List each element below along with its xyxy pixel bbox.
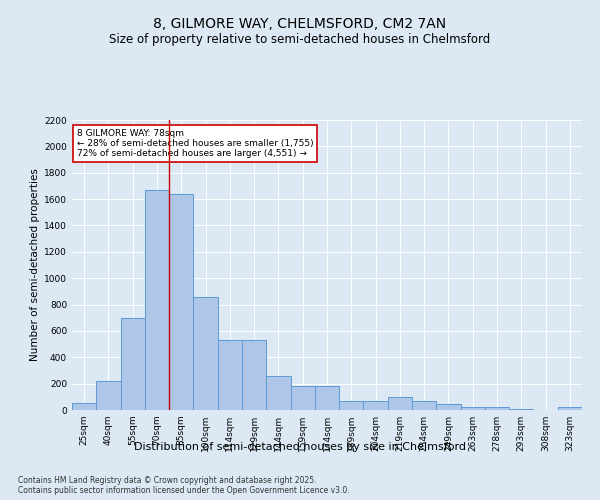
Bar [169, 194, 193, 410]
Bar [461, 408, 485, 410]
Text: Contains HM Land Registry data © Crown copyright and database right 2025.
Contai: Contains HM Land Registry data © Crown c… [18, 476, 350, 495]
Bar [193, 296, 218, 410]
Text: 8 GILMORE WAY: 78sqm
← 28% of semi-detached houses are smaller (1,755)
72% of se: 8 GILMORE WAY: 78sqm ← 28% of semi-detac… [77, 128, 314, 158]
Bar [364, 402, 388, 410]
Bar [412, 402, 436, 410]
Text: 8, GILMORE WAY, CHELMSFORD, CM2 7AN: 8, GILMORE WAY, CHELMSFORD, CM2 7AN [154, 18, 446, 32]
Bar [315, 386, 339, 410]
Bar [290, 386, 315, 410]
Bar [218, 340, 242, 410]
Bar [242, 340, 266, 410]
Bar [72, 404, 96, 410]
Bar [121, 318, 145, 410]
Bar [436, 404, 461, 410]
Bar [558, 408, 582, 410]
Bar [145, 190, 169, 410]
Bar [266, 376, 290, 410]
Bar [388, 397, 412, 410]
Bar [96, 381, 121, 410]
Text: Size of property relative to semi-detached houses in Chelmsford: Size of property relative to semi-detach… [109, 32, 491, 46]
Y-axis label: Number of semi-detached properties: Number of semi-detached properties [30, 168, 40, 362]
Text: Distribution of semi-detached houses by size in Chelmsford: Distribution of semi-detached houses by … [134, 442, 466, 452]
Bar [485, 408, 509, 410]
Bar [339, 402, 364, 410]
